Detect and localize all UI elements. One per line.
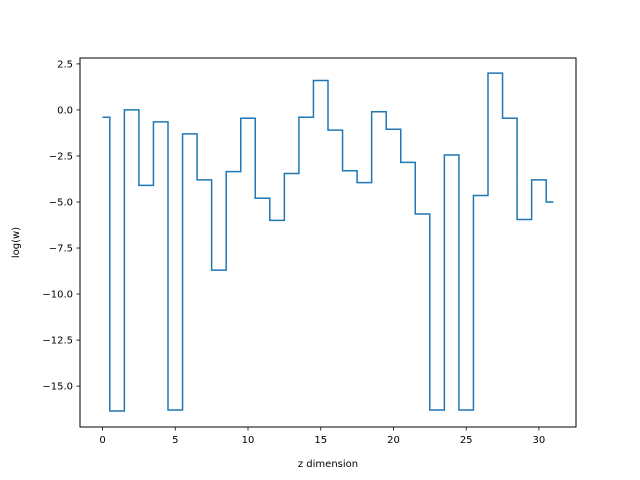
- y-tick-label: −12.5: [42, 336, 73, 347]
- series-layer: [102, 72, 554, 412]
- x-tick-label: 5: [172, 435, 178, 446]
- plot-frame: [79, 57, 577, 428]
- y-axis-label: log(w): [11, 227, 22, 258]
- y-tick-label: −7.5: [49, 244, 73, 255]
- x-tick-label: 30: [533, 435, 546, 446]
- x-axis: 0 5 10 15 20 25 30: [99, 427, 545, 446]
- y-tick-label: −10.0: [42, 290, 73, 301]
- y-tick-label: −2.5: [49, 152, 73, 163]
- x-axis-label: z dimension: [298, 459, 358, 470]
- y-tick-label: −5.0: [49, 198, 73, 209]
- y-tick-label: 0.0: [57, 106, 73, 117]
- series-line-0: [102, 72, 554, 412]
- x-tick-label: 20: [387, 435, 400, 446]
- x-tick-label: 0: [99, 435, 105, 446]
- x-tick-label: 15: [314, 435, 327, 446]
- x-tick-label: 25: [460, 435, 473, 446]
- y-axis: 2.5 0.0 −2.5 −5.0 −7.5 −10.0 −12.5 −15.0: [42, 59, 80, 393]
- y-tick-label: −15.0: [42, 382, 73, 393]
- x-tick-label: 10: [242, 435, 255, 446]
- y-tick-label: 2.5: [57, 59, 73, 70]
